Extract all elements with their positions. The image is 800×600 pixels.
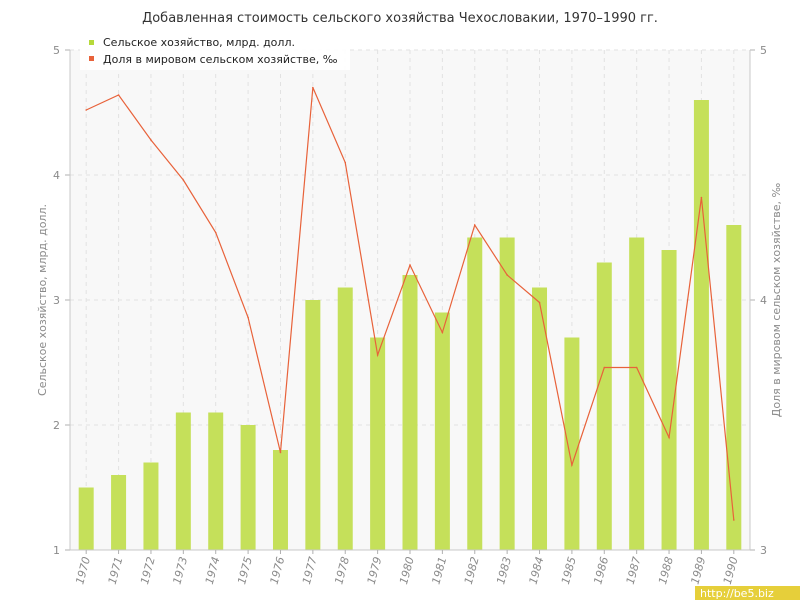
watermark-bg [695, 586, 800, 600]
bar [693, 100, 709, 550]
legend-label-bars: Сельское хозяйство, млрд. долл. [103, 36, 295, 49]
bar [208, 412, 224, 550]
line-point [571, 464, 573, 466]
y-tick-label-right: 4 [760, 294, 767, 307]
line-point [85, 109, 87, 111]
y-axis-label-left: Сельское хозяйство, млрд. долл. [36, 204, 49, 396]
bar [272, 450, 288, 550]
bar [434, 312, 450, 550]
y-tick-label-left: 1 [53, 544, 60, 557]
bar [661, 250, 677, 550]
line-point [279, 451, 282, 454]
y-tick-label-right: 3 [760, 544, 767, 557]
line-point [668, 436, 670, 439]
legend-swatch-line [89, 56, 94, 61]
watermark-text: http://be5.biz [700, 587, 774, 600]
line-point [312, 86, 314, 89]
bar [143, 462, 159, 550]
line-point [409, 264, 411, 266]
line-point [700, 196, 703, 199]
bar [467, 237, 483, 550]
line-point [473, 224, 476, 226]
legend-swatch-bars [89, 40, 94, 45]
bar [402, 275, 418, 550]
y-tick-label-left: 3 [53, 294, 60, 307]
bar [111, 475, 127, 550]
line-point [603, 366, 606, 369]
bar [175, 412, 191, 550]
line-point [182, 179, 185, 181]
line-point [441, 331, 444, 334]
line-point [733, 519, 735, 521]
legend-label-line: Доля в мировом сельском хозяйстве, ‰ [103, 53, 338, 66]
line-point [635, 366, 638, 369]
line-point [538, 301, 541, 304]
watermark: http://be5.biz [695, 586, 800, 600]
bar [78, 487, 94, 550]
bar [370, 337, 386, 550]
bar [499, 237, 515, 550]
line-point [117, 94, 120, 96]
line-point [214, 231, 217, 234]
bar [564, 337, 580, 550]
line-point [376, 354, 379, 356]
line-series [85, 86, 735, 521]
bar [305, 300, 321, 550]
legend-box [80, 32, 350, 70]
y-tick-label-left: 5 [53, 44, 60, 57]
bar [240, 425, 256, 550]
bar [337, 287, 353, 550]
line-point [344, 161, 347, 164]
line-point [506, 274, 508, 276]
y-tick-label-left: 4 [53, 169, 60, 182]
line-point [150, 139, 152, 141]
chart-title: Добавленная стоимость сельского хозяйств… [142, 11, 658, 26]
line-point [247, 316, 249, 319]
bar-series [78, 100, 742, 550]
legend: Сельское хозяйство, млрд. долл. Доля в м… [80, 32, 350, 70]
bar [532, 287, 548, 550]
y-tick-label-right: 5 [760, 44, 767, 57]
y-axis-label-right: Доля в мировом сельском хозяйстве, ‰ [770, 183, 783, 418]
bar [596, 262, 612, 550]
bar [726, 225, 742, 550]
y-tick-label-left: 2 [53, 419, 60, 432]
bar [629, 237, 645, 550]
